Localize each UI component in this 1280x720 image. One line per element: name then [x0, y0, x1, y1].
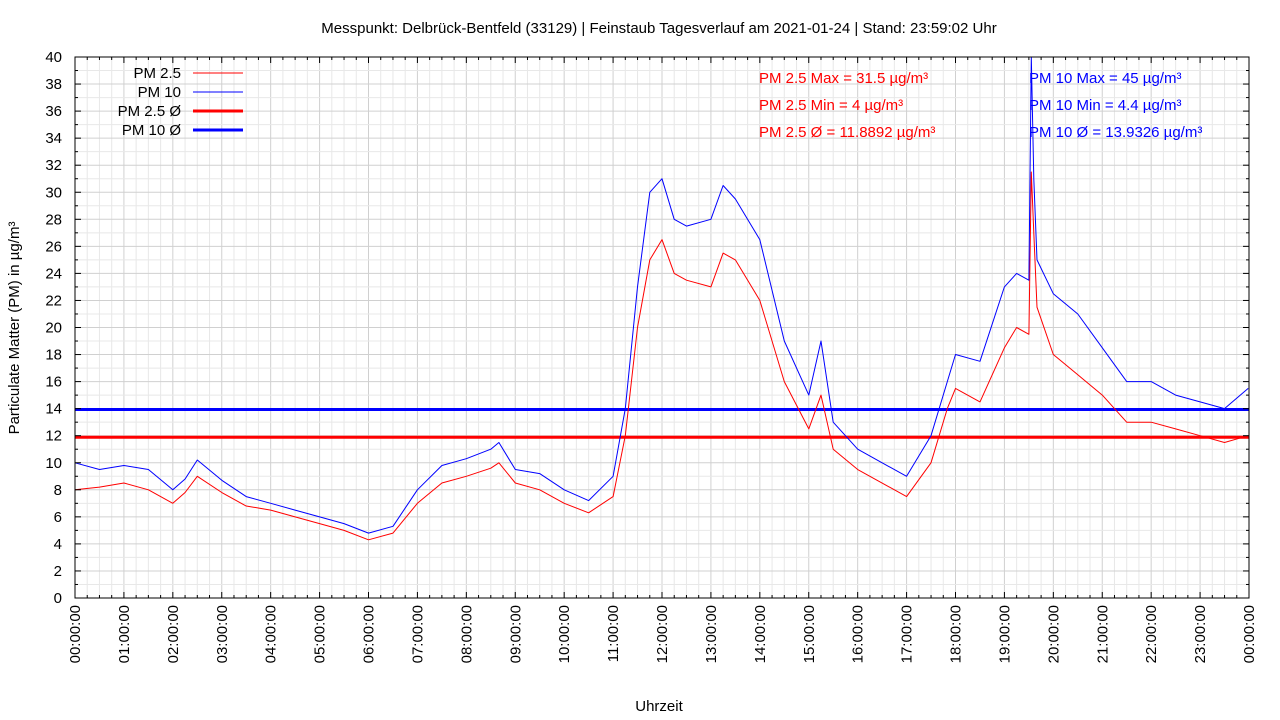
grid: [75, 57, 1249, 598]
y-tick-label: 28: [45, 211, 62, 228]
average-lines: [75, 408, 1249, 439]
annotation: PM 2.5 Max = 31.5 µg/m³: [759, 70, 928, 87]
y-tick-label: 24: [45, 265, 62, 282]
x-tick-label: 01:00:00: [116, 605, 133, 663]
y-tick-label: 18: [45, 347, 62, 364]
series-lines: [74, 56, 1249, 541]
x-tick-label: 11:00:00: [605, 605, 622, 662]
chart-title: Messpunkt: Delbrück-Bentfeld (33129) | F…: [321, 20, 996, 37]
y-tick-label: 36: [45, 103, 62, 120]
y-tick-label: 8: [54, 482, 62, 499]
y-axis-label: Particulate Matter (PM) in µg/m³: [6, 222, 23, 435]
y-tick-label: 30: [45, 184, 62, 201]
tick-marks: [74, 56, 1250, 599]
annotations: PM 2.5 Max = 31.5 µg/m³ PM 2.5 Min = 4 µg…: [759, 70, 1202, 141]
annotation: PM 2.5 Ø = 11.8892 µg/m³: [759, 124, 935, 141]
legend-label: PM 10: [138, 84, 181, 101]
x-tick-label: 16:00:00: [850, 605, 867, 663]
y-tick-label: 20: [45, 320, 62, 337]
x-tick-label: 10:00:00: [556, 605, 573, 663]
x-tick-label: 05:00:00: [312, 605, 329, 663]
x-tick-label: 06:00:00: [361, 605, 378, 663]
x-tick-label: 03:00:00: [214, 605, 231, 663]
x-tick-label: 19:00:00: [996, 605, 1013, 663]
x-tick-label: 09:00:00: [507, 605, 524, 663]
annotation: PM 10 Max = 45 µg/m³: [1029, 70, 1181, 87]
y-tick-label: 38: [45, 76, 62, 93]
x-tick-label: 17:00:00: [899, 605, 916, 663]
annotation: PM 2.5 Min = 4 µg/m³: [759, 97, 903, 114]
series-line-pm-2-5: [74, 171, 1249, 541]
x-tick-label: 12:00:00: [654, 605, 671, 663]
x-tick-label: 14:00:00: [752, 605, 769, 663]
legend-label: PM 2.5: [133, 65, 181, 82]
y-tick-label: 40: [45, 49, 62, 66]
x-tick-label: 15:00:00: [801, 605, 818, 663]
x-tick-label: 00:00:00: [67, 605, 84, 663]
x-tick-label: 21:00:00: [1094, 605, 1111, 663]
y-tick-label: 34: [45, 130, 62, 147]
y-tick-label: 6: [54, 509, 62, 526]
legend-label: PM 2.5 Ø: [118, 103, 182, 120]
x-tick-label: 22:00:00: [1143, 605, 1160, 663]
y-tick-label: 22: [45, 292, 62, 309]
x-tick-label: 20:00:00: [1045, 605, 1062, 663]
x-tick-label: 23:00:00: [1192, 605, 1209, 663]
x-tick-label: 00:00:00: [1241, 605, 1258, 663]
y-tick-label: 12: [45, 428, 62, 445]
y-tick-label: 16: [45, 374, 62, 391]
annotation: PM 10 Min = 4.4 µg/m³: [1029, 97, 1181, 114]
legend: PM 2.5 PM 10 PM 2.5 Ø PM 10 Ø: [118, 65, 243, 139]
x-tick-label: 02:00:00: [165, 605, 182, 663]
x-axis-label: Uhrzeit: [635, 698, 683, 715]
series-line-pm-10: [74, 56, 1249, 534]
y-tick-label: 10: [45, 455, 62, 472]
x-tick-labels: 00:00:00 01:00:00 02:00:00 03:00:00 04:00:00…: [67, 605, 1258, 663]
annotation: PM 10 Ø = 13.9326 µg/m³: [1029, 124, 1202, 141]
x-tick-label: 08:00:00: [458, 605, 475, 663]
y-tick-label: 32: [45, 157, 62, 174]
y-tick-label: 2: [54, 563, 62, 580]
x-tick-label: 04:00:00: [263, 605, 280, 663]
x-tick-label: 13:00:00: [703, 605, 720, 663]
y-tick-label: 26: [45, 238, 62, 255]
x-tick-label: 07:00:00: [409, 605, 426, 663]
y-tick-label: 14: [45, 401, 62, 418]
y-tick-label: 0: [54, 590, 62, 607]
x-tick-label: 18:00:00: [948, 605, 965, 663]
y-tick-label: 4: [54, 536, 62, 553]
legend-label: PM 10 Ø: [122, 122, 182, 139]
